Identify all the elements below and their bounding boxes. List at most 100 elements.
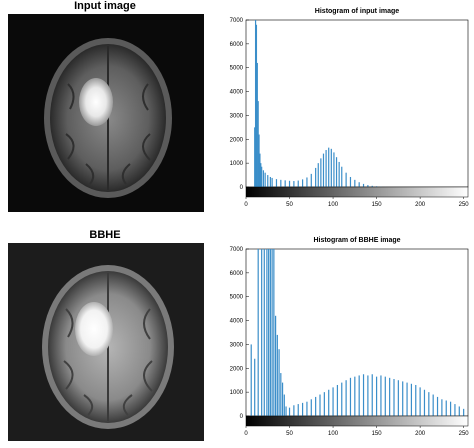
histogram-bar — [277, 335, 278, 416]
x-tick-label: 250 — [459, 202, 470, 208]
x-tick-label: 100 — [328, 202, 339, 208]
histogram-bar — [319, 395, 320, 416]
histogram-bar — [411, 384, 412, 416]
x-tick-label: 250 — [459, 431, 470, 437]
histogram-bar — [328, 148, 329, 187]
y-tick-label: 4000 — [230, 90, 244, 96]
histogram-bar — [336, 157, 337, 187]
histogram-bar — [424, 390, 425, 416]
histogram-bar — [289, 181, 290, 187]
y-tick-label: 7000 — [230, 18, 244, 24]
y-tick-label: 1000 — [230, 161, 244, 167]
y-tick-label: 4000 — [230, 319, 244, 325]
y-tick-label: 2000 — [230, 137, 244, 143]
histogram-bar — [318, 163, 319, 187]
x-tick-label: 100 — [328, 431, 339, 437]
histogram-bar — [420, 387, 421, 416]
histogram-bar — [372, 374, 373, 416]
histogram-bar — [284, 395, 285, 416]
bbhe-mri-image — [8, 243, 204, 441]
histogram-bar — [320, 158, 321, 187]
histogram-bar — [261, 167, 262, 187]
bbhe-image-title: BBHE — [40, 229, 170, 241]
histogram-bar — [298, 181, 299, 187]
histogram-bar — [328, 390, 329, 416]
histogram-bar — [285, 180, 286, 187]
histogram-bar — [280, 373, 281, 416]
histogram-bar — [289, 408, 290, 416]
histogram-bar — [428, 392, 429, 416]
grayscale-colorbar — [246, 416, 468, 426]
histogram-bar — [350, 177, 351, 187]
histogram-bar — [380, 375, 381, 416]
histogram-bar — [266, 249, 267, 416]
x-tick-label: 150 — [372, 202, 383, 208]
chart-title: Histogram of input image — [315, 8, 400, 15]
histogram-bar — [251, 344, 252, 416]
x-tick-label: 200 — [415, 202, 426, 208]
plot-area — [246, 20, 468, 187]
histogram-bar — [359, 182, 360, 187]
histogram-bar — [265, 173, 266, 187]
y-tick-label: 5000 — [230, 66, 244, 72]
histogram-bar — [354, 180, 355, 187]
histogram-bar — [323, 154, 324, 187]
histogram-bar — [261, 249, 262, 416]
histogram-bar — [306, 402, 307, 416]
histogram-bar — [389, 378, 390, 416]
histogram-bar — [263, 170, 264, 187]
y-tick-label: 1000 — [230, 390, 244, 396]
histogram-bar — [402, 381, 403, 416]
histogram-bar — [363, 184, 364, 187]
input-brain-scan — [8, 14, 204, 212]
input-image-title: Input image — [40, 0, 170, 12]
histogram-bar — [311, 174, 312, 187]
x-tick-label: 50 — [286, 431, 293, 437]
chart-title: Histogram of BBHE image — [313, 237, 400, 244]
histogram-bar — [267, 175, 268, 187]
histogram-bar — [298, 404, 299, 416]
histogram-bar — [302, 179, 303, 187]
histogram-bar — [302, 403, 303, 416]
histogram-bar — [346, 380, 347, 416]
histogram-bar — [306, 177, 307, 187]
x-tick-label: 50 — [286, 202, 293, 208]
y-tick-label: 3000 — [230, 342, 244, 348]
histogram-bar — [285, 406, 286, 416]
histogram-bar — [275, 316, 276, 416]
input-mri-image — [8, 14, 204, 212]
histogram-bar — [333, 152, 334, 187]
histogram-bar — [268, 249, 269, 416]
histogram-bar — [454, 404, 455, 416]
histogram-bar — [315, 397, 316, 416]
histogram-bar — [325, 150, 326, 187]
histogram-bar — [393, 379, 394, 416]
histogram-bar — [406, 383, 407, 416]
histogram-bar — [273, 249, 274, 416]
histogram-bar — [315, 168, 316, 187]
y-tick-label: 6000 — [230, 42, 244, 48]
y-tick-label: 6000 — [230, 271, 244, 277]
histogram-bar — [350, 378, 351, 416]
histogram-bar — [376, 377, 377, 416]
y-tick-label: 0 — [240, 185, 244, 191]
histogram-bar — [278, 349, 279, 416]
x-tick-label: 0 — [244, 202, 248, 208]
histogram-bar — [270, 177, 271, 187]
histogram-bar — [280, 180, 281, 187]
x-tick-label: 0 — [244, 431, 248, 437]
histogram-bar — [270, 249, 271, 416]
histogram-bar — [450, 402, 451, 416]
histogram-bar — [339, 162, 340, 187]
histogram-bar — [415, 385, 416, 416]
histogram-bar — [446, 400, 447, 416]
histogram-bar — [254, 359, 255, 416]
histogram-bar — [463, 409, 464, 416]
y-tick-label: 0 — [240, 414, 244, 420]
histogram-bar — [331, 149, 332, 187]
histogram-bar — [346, 173, 347, 187]
histogram-input-chart: Histogram of input image0100020003000400… — [214, 0, 474, 214]
histogram-bar — [258, 249, 259, 416]
histogram-bar — [437, 397, 438, 416]
